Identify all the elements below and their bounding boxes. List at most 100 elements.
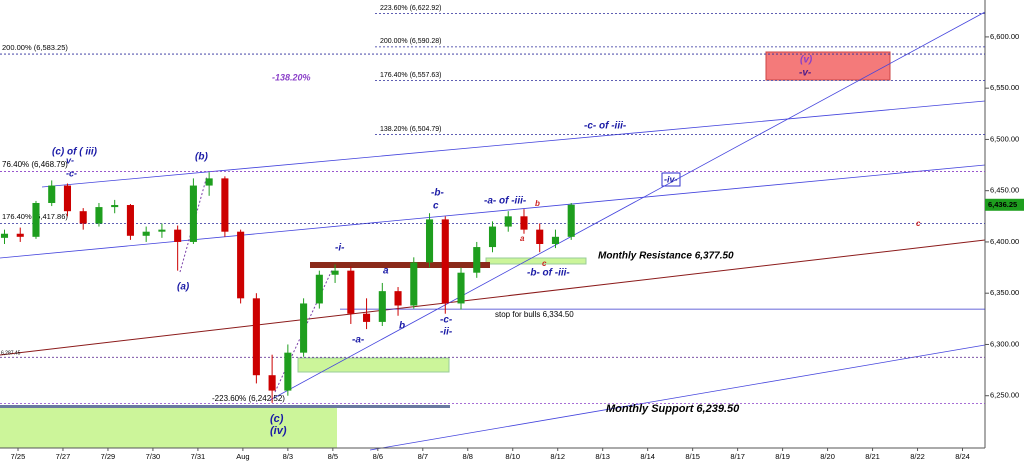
candle-body [158, 229, 166, 232]
candle-body [410, 262, 418, 306]
level-label: stop for bulls 6,334.50 [495, 310, 574, 319]
candle-body [63, 185, 72, 212]
candle-body [315, 274, 323, 304]
x-tick-label: 7/27 [56, 452, 71, 461]
x-tick-label: 8/8 [463, 452, 473, 461]
x-tick-label: 8/24 [955, 452, 970, 461]
candle-body [331, 270, 339, 275]
candle-body [111, 205, 119, 208]
wave-label: a [383, 266, 389, 277]
x-tick-label: Aug [236, 452, 249, 461]
x-tick-label: 8/14 [640, 452, 655, 461]
candle-body [394, 291, 402, 306]
wave-label: c [433, 201, 439, 212]
target-zone [485, 257, 587, 265]
candle-body [473, 247, 481, 273]
wave-label: -iv- [664, 174, 678, 184]
candle-body [347, 270, 355, 314]
candle-body [126, 205, 134, 236]
x-tick-label: 8/19 [775, 452, 790, 461]
x-tick-label: 7/30 [146, 452, 161, 461]
level-label: 223.60% (6,622.92) [380, 5, 442, 12]
candle-body [205, 178, 213, 186]
wave-label: -c- [66, 168, 77, 178]
candle-body [48, 185, 56, 203]
candle-body [284, 352, 292, 391]
wave-label: -v- [799, 68, 812, 79]
candle-body [425, 219, 434, 263]
trendline [0, 164, 986, 259]
x-tick-label: 7/29 [101, 452, 116, 461]
candle-body [95, 207, 103, 224]
wave-label: -b- of -iii- [527, 268, 570, 279]
last-price-label: 6,436.25 [988, 200, 1017, 209]
wave-label: (a) [177, 282, 190, 293]
wave-label: -c- of -iii- [584, 121, 627, 132]
candle-body [79, 211, 87, 224]
x-tick-label: 8/10 [505, 452, 520, 461]
wave-label: c [916, 219, 921, 228]
trendline [41, 100, 986, 188]
x-tick-label: 8/15 [685, 452, 700, 461]
trendline [0, 239, 986, 356]
y-tick-label: 6,400.00 [990, 237, 1019, 246]
candle-body [378, 291, 386, 322]
candle-body [551, 236, 560, 244]
candle-body [221, 178, 229, 232]
trendline [369, 344, 986, 451]
candle-body [488, 226, 497, 248]
wave-label: v- [66, 155, 74, 165]
level-label: 6,287.45 [1, 350, 21, 356]
x-tick-label: 8/3 [283, 452, 293, 461]
candle-body [142, 231, 150, 236]
wave-label: -ii- [440, 327, 453, 338]
x-tick-label: 7/31 [191, 452, 206, 461]
wave-label: -a- [352, 335, 365, 346]
candle-body [252, 298, 260, 376]
y-tick-label: 6,500.00 [990, 134, 1019, 143]
wave-label: (c) of ( iii) [52, 147, 98, 158]
level-label: 176.40% (6,557.63) [380, 72, 442, 79]
y-tick-label: 6,350.00 [990, 288, 1019, 297]
candle-body [16, 233, 24, 237]
label-box [661, 172, 681, 187]
wave-label: c [542, 259, 547, 268]
target-box [765, 51, 891, 81]
y-tick-label: 6,550.00 [990, 83, 1019, 92]
x-tick-label: 8/13 [595, 452, 610, 461]
y-tick-label: 6,450.00 [990, 186, 1019, 195]
x-tick-label: 8/12 [550, 452, 565, 461]
wave-label: b [399, 321, 405, 332]
level-label: 76.40% (6,468.79) [2, 160, 68, 169]
y-tick-label: 6,600.00 [990, 32, 1019, 41]
wave-label: (v) [800, 55, 813, 66]
wave-label: -138.20% [272, 72, 311, 82]
target-zone [297, 357, 450, 373]
wave-label: -a- of -iii- [484, 196, 527, 207]
candle-body [504, 216, 512, 227]
candle-body [536, 229, 544, 244]
candle-body [0, 233, 9, 238]
candle-body [32, 202, 40, 237]
support-zone [0, 405, 337, 448]
wave-label: a [520, 234, 525, 243]
wave-label: (b) [195, 152, 208, 163]
x-tick-label: 8/6 [373, 452, 383, 461]
candle-body [441, 219, 449, 304]
x-tick-label: 8/7 [418, 452, 428, 461]
wave-label: -i- [335, 243, 345, 254]
wave-label: b [535, 199, 540, 208]
y-tick-label: 6,250.00 [990, 391, 1019, 400]
candle-body [268, 375, 276, 391]
level-label: Monthly Support 6,239.50 [606, 403, 740, 415]
wave-label: -c- [440, 315, 453, 326]
layout [0, 0, 986, 451]
candle-body [567, 204, 575, 237]
wave-label: (iv) [270, 425, 287, 437]
x-tick-label: 8/21 [865, 452, 880, 461]
x-tick-label: 7/25 [11, 452, 26, 461]
candle-body [457, 272, 465, 304]
candle-body [237, 231, 245, 299]
candle-body [174, 229, 182, 242]
candle-body [363, 313, 371, 322]
